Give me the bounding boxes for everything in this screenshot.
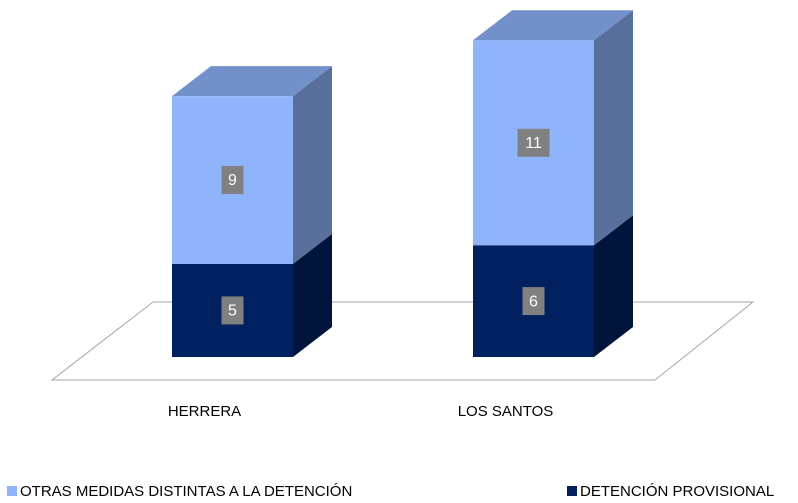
value-label: 11 — [525, 135, 542, 152]
bar-top — [473, 10, 633, 41]
legend-label: OTRAS MEDIDAS DISTINTAS A LA DETENCIÓN — [20, 483, 352, 500]
value-label-box — [517, 128, 550, 157]
bar-side — [594, 10, 633, 246]
bar-side — [293, 66, 332, 264]
legend-swatch — [7, 486, 17, 496]
floor — [50, 301, 755, 381]
value-label-box — [522, 287, 545, 316]
bar-top — [172, 66, 332, 97]
bar-side — [594, 215, 633, 357]
x-tick-label: LOS SANTOS — [458, 403, 554, 420]
value-label: 5 — [228, 303, 237, 320]
legend-swatch — [567, 486, 577, 496]
x-tick-label: HERRERA — [168, 403, 241, 420]
value-label-box — [221, 166, 244, 195]
bar-side — [293, 233, 332, 357]
value-label: 9 — [228, 172, 237, 189]
legend-label: DETENCIÓN PROVISIONAL — [580, 483, 774, 500]
value-label: 6 — [529, 293, 538, 310]
value-label-box — [221, 296, 244, 325]
